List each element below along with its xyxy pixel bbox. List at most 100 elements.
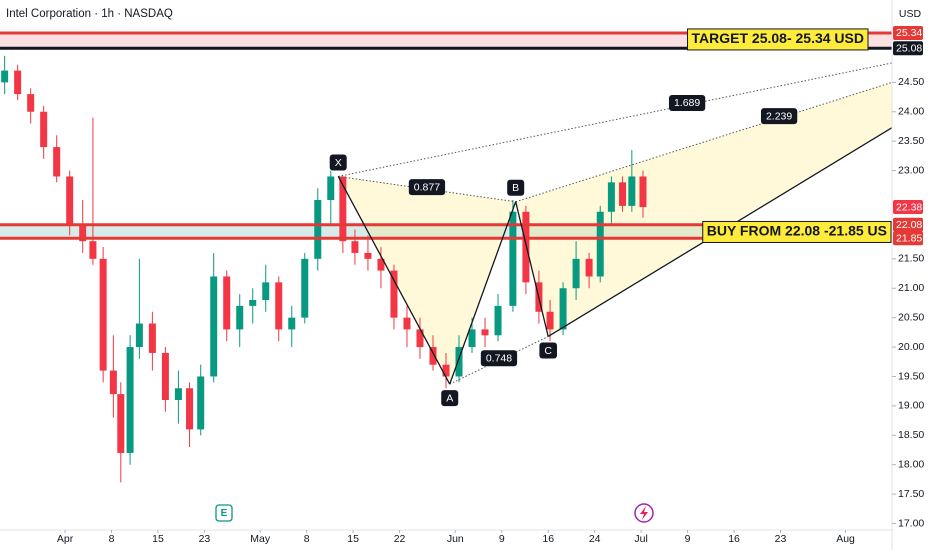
candle-body — [416, 329, 424, 348]
projection-line — [515, 81, 893, 203]
price-label: 21.85 — [896, 233, 922, 245]
candle-body — [1, 70, 9, 83]
price-label-box — [893, 231, 923, 246]
ratio-line — [449, 336, 549, 385]
candle-body — [364, 252, 372, 259]
ratio-label-box — [480, 350, 518, 367]
x-tick-label: Jul — [634, 533, 647, 545]
candle-body — [403, 317, 411, 330]
pattern-fill — [338, 176, 516, 385]
candle-body — [429, 347, 437, 365]
x-tick-label: 15 — [347, 533, 359, 545]
y-tick-label: 21.00 — [898, 282, 924, 294]
lightning-icon — [634, 503, 654, 523]
chart-title: Intel Corporation · 1h · NASDAQ — [6, 8, 173, 20]
candle-body — [14, 70, 22, 95]
target-annotation: TARGET 25.08- 25.34 USD — [692, 30, 864, 46]
candle-body — [522, 211, 530, 283]
y-tick-label: 18.50 — [898, 429, 924, 441]
candle-body — [509, 211, 517, 306]
pattern-leg — [515, 201, 549, 337]
price-label-box — [893, 41, 923, 56]
candle-body — [197, 376, 205, 430]
svg-text:E: E — [221, 508, 228, 519]
x-tick-label: Jun — [447, 533, 464, 545]
price-label: 25.34 — [896, 27, 922, 39]
candle-body — [639, 176, 647, 208]
candle-body — [236, 305, 244, 330]
candle-body — [481, 329, 489, 336]
price-label: 25.08 — [896, 43, 922, 55]
candle-body — [607, 182, 615, 212]
candle-body — [314, 200, 322, 259]
last-price-label: 22.38 — [896, 201, 922, 213]
point-label-box — [329, 154, 347, 171]
price-label: 22.08 — [896, 219, 922, 231]
candle-body — [66, 176, 74, 224]
candle-body — [223, 276, 231, 330]
candle-body — [559, 288, 567, 330]
y-tick-label: 24.00 — [898, 106, 924, 118]
candle-body — [628, 176, 636, 206]
candle-body — [27, 94, 35, 112]
x-tick-label: 24 — [589, 533, 601, 545]
pattern-leg — [449, 201, 517, 385]
candle-body — [468, 329, 476, 348]
candle-body — [135, 323, 143, 348]
x-tick-label: 22 — [394, 533, 406, 545]
point-label: X — [335, 157, 342, 169]
ratio-label: 2.239 — [766, 110, 792, 122]
buy-annotation: BUY FROM 22.08 -21.85 US — [707, 223, 887, 239]
x-tick-label: 8 — [109, 533, 115, 545]
x-tick-label: 8 — [304, 533, 310, 545]
candle-body — [327, 176, 335, 200]
x-tick-label: 23 — [199, 533, 211, 545]
ratio-label: 0.877 — [414, 181, 440, 193]
candle-body — [174, 388, 182, 400]
point-label-box — [539, 342, 558, 359]
buy-zone — [0, 224, 892, 239]
y-tick-label: 19.50 — [898, 370, 924, 382]
x-tick-label: 15 — [152, 533, 164, 545]
candle-body — [262, 282, 270, 300]
x-tick-label: 23 — [775, 533, 787, 545]
ratio-label-box — [668, 94, 706, 111]
candle-body — [585, 258, 593, 277]
candle-body — [455, 347, 463, 377]
y-tick-label: 17.00 — [898, 517, 924, 529]
y-tick-label: 18.00 — [898, 458, 924, 470]
plot-area — [0, 31, 893, 483]
candle-body — [126, 347, 134, 453]
x-tick-label: 9 — [499, 533, 505, 545]
target-zone — [0, 32, 892, 49]
ratio-label-box — [408, 179, 446, 196]
x-tick-label: May — [250, 533, 271, 545]
candle-body — [546, 311, 554, 330]
candle-body — [109, 370, 117, 395]
candle-body — [494, 305, 502, 336]
candle-body — [161, 352, 169, 400]
ratio-label: 1.689 — [674, 97, 700, 109]
last-price-label-box — [893, 200, 923, 215]
ratio-label: 0.748 — [486, 353, 512, 365]
y-tick-label: 24.50 — [898, 76, 924, 88]
candle-body — [148, 323, 156, 353]
currency-label: USD — [899, 8, 922, 20]
y-tick-label: 19.00 — [898, 400, 924, 412]
candle-body — [117, 394, 125, 453]
candle-body — [275, 282, 283, 330]
y-tick-label: 23.00 — [898, 164, 924, 176]
target-annotation-box — [687, 28, 869, 51]
candle-body — [390, 270, 398, 318]
y-tick-label: 20.50 — [898, 311, 924, 323]
candle-body — [619, 182, 627, 206]
x-tick-label: 16 — [542, 533, 554, 545]
point-label: B — [512, 182, 519, 194]
buy-annotation-box — [702, 220, 892, 243]
x-tick-label: Apr — [57, 533, 74, 545]
candle-body — [572, 258, 580, 289]
ratio-label-box — [760, 108, 798, 125]
candle-body — [89, 241, 97, 259]
candle-body — [339, 176, 347, 242]
